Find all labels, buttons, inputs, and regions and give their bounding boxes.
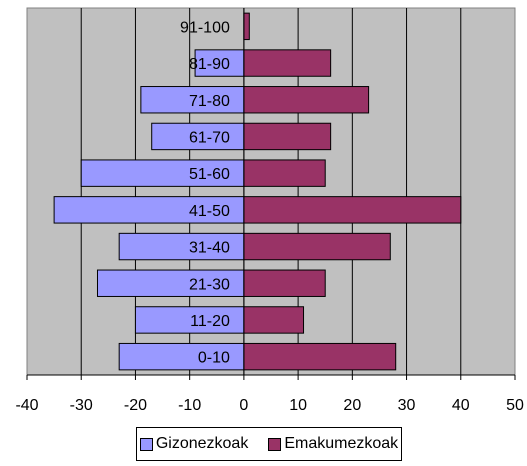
category-label: 41-50 (189, 203, 230, 220)
bar-emakumezkoak-71-80 (243, 86, 370, 114)
x-tick-label: 30 (398, 397, 416, 414)
bar-gizonezkoak-41-50 (53, 196, 245, 224)
x-tick-label: 0 (239, 397, 248, 414)
x-tick-label: 40 (452, 397, 470, 414)
x-tick-label: 20 (343, 397, 361, 414)
bar-emakumezkoak-81-90 (243, 49, 332, 77)
x-tick-label: 50 (506, 397, 524, 414)
bar-emakumezkoak-0-10 (243, 342, 397, 371)
category-label: 11-20 (190, 313, 230, 330)
bar-emakumezkoak-21-30 (243, 269, 326, 297)
x-tick-label: -10 (178, 397, 201, 414)
bar-emakumezkoak-31-40 (243, 232, 391, 261)
bar-emakumezkoak-91-100 (243, 12, 250, 41)
category-label: 81-90 (189, 56, 230, 73)
category-label: 31-40 (189, 240, 230, 257)
bar-gizonezkoak-71-80 (140, 86, 245, 114)
category-label: 61-70 (189, 129, 230, 146)
legend-item-gizonezkoak: Gizonezkoak (139, 435, 249, 453)
bar-gizonezkoak-51-60 (80, 159, 245, 187)
category-label: 0-10 (198, 350, 230, 367)
category-label: 91-100 (180, 19, 230, 36)
legend-label-gizonezkoak: Gizonezkoak (155, 435, 249, 452)
x-tick-label: -30 (70, 397, 93, 414)
x-tick-label: -20 (124, 397, 147, 414)
bar-emakumezkoak-41-50 (243, 196, 462, 224)
legend-swatch-emakumezkoak (268, 437, 282, 451)
legend-label-emakumezkoak: Emakumezkoak (284, 435, 399, 452)
legend-item-emakumezkoak: Emakumezkoak (268, 435, 398, 453)
legend: Gizonezkoak Emakumezkoak (136, 427, 402, 461)
category-label: 71-80 (189, 93, 230, 110)
bar-gizonezkoak-0-10 (118, 342, 245, 371)
bar-emakumezkoak-51-60 (243, 159, 326, 187)
x-tick-label: 10 (289, 397, 307, 414)
bar-emakumezkoak-61-70 (243, 122, 332, 151)
bar-emakumezkoak-11-20 (243, 306, 305, 334)
category-label: 51-60 (189, 166, 230, 183)
category-label: 21-30 (189, 276, 230, 293)
x-tick-label: -40 (15, 397, 38, 414)
bar-gizonezkoak-61-70 (151, 122, 245, 151)
legend-swatch-gizonezkoak (139, 437, 153, 451)
